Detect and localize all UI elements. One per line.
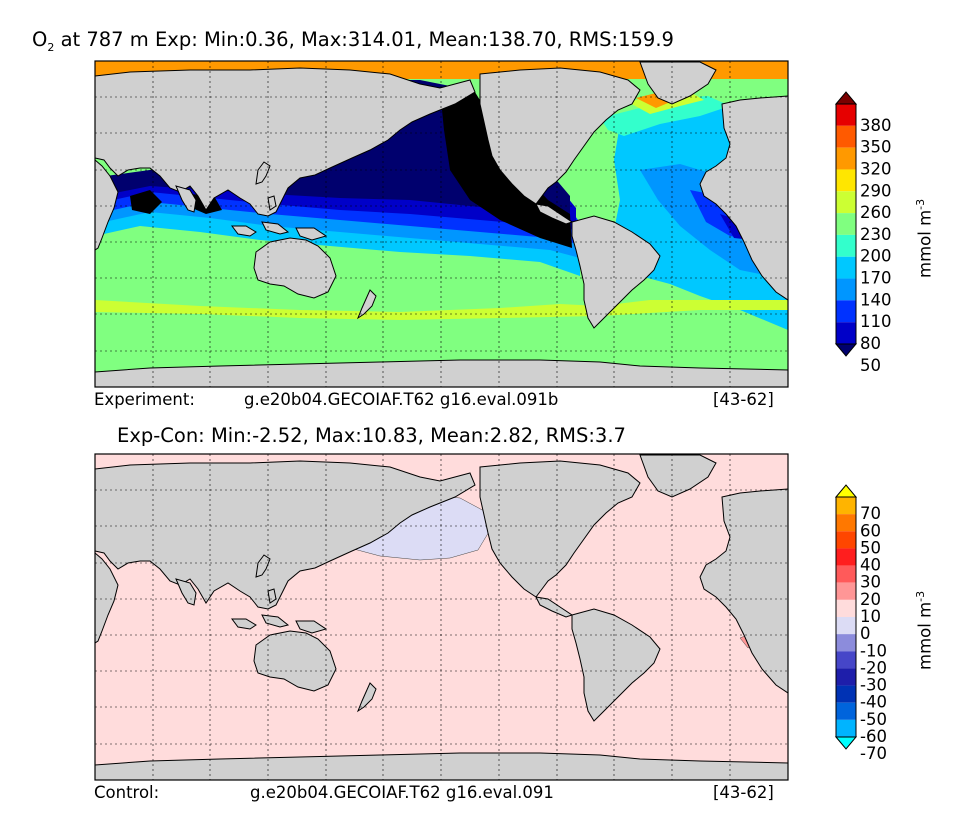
colorbar-o2-tick-label: 170 [860, 269, 892, 288]
colorbar-diff-band [836, 599, 856, 617]
panel2-map [95, 454, 788, 780]
colorbar-diff-band [836, 685, 856, 703]
colorbar-diff-tick-label: 40 [860, 556, 881, 575]
colorbar-o2-band [836, 300, 856, 323]
colorbar-o2-tick-label: 350 [860, 138, 892, 157]
colorbar-diff-tick-label: -70 [860, 744, 887, 763]
colorbar-diff-band [836, 634, 856, 652]
colorbar-o2-band [836, 256, 856, 279]
panel2-title: Exp-Con: Min:-2.52, Max:10.83, Mean:2.82… [117, 424, 626, 447]
colorbar-o2-band [836, 278, 856, 301]
colorbar-diff-tick-label: 0 [860, 624, 871, 643]
colorbar-diff-band [836, 497, 856, 515]
colorbar-o2-tick-label: 290 [860, 181, 892, 200]
colorbar-diff-tick-label: -60 [860, 727, 887, 746]
title-rest: at 787 m Exp: Min:0.36, Max:314.01, Mean… [60, 28, 674, 51]
colorbar-diff-tick-label: -50 [860, 710, 887, 729]
colorbar-diff-tick-label: 20 [860, 590, 881, 609]
colorbar-diff-band [836, 719, 856, 737]
colorbar-o2-band [836, 234, 856, 257]
colorbar-o2-tick-label: 50 [860, 356, 881, 375]
colorbar-o2-band [836, 125, 856, 148]
panel1-map [95, 61, 788, 387]
panel2-footer-case: g.e20b04.GECOIAF.T62 g16.eval.091 [250, 783, 554, 802]
colorbar-diff-frame [835, 496, 857, 738]
colorbar-o2-tick-label: 200 [860, 247, 892, 266]
colorbar-o2-frame [835, 103, 857, 345]
colorbar-diff-tick-label: 30 [860, 573, 881, 592]
panel2-footer-years: [43-62] [713, 783, 774, 802]
colorbar-diff-tick-label: 70 [860, 504, 881, 523]
colorbar-o2-extend-min [834, 343, 858, 357]
colorbar-o2-tick-label: 380 [860, 116, 892, 135]
colorbar-diff-tick-label: -30 [860, 676, 887, 695]
colorbar-diff-tick-label: -20 [860, 658, 887, 677]
colorbar-o2-tick-label: 260 [860, 203, 892, 222]
colorbar-o2-band [836, 147, 856, 170]
colorbar-diff-band [836, 582, 856, 600]
colorbar-o2: 380 350 320 290 260 230 200 170 140 110 80 50 [834, 91, 892, 375]
colorbar-o2-band [836, 322, 856, 344]
panel1-grid [95, 61, 788, 387]
colorbar-o2-tick-label: 140 [860, 290, 892, 309]
panel1-title: O2 at 787 m Exp: Min:0.36, Max:314.01, M… [32, 28, 674, 54]
panel2-frame [94, 453, 789, 781]
colorbar-diff-band [836, 651, 856, 669]
colorbar-diff-band [836, 514, 856, 532]
colorbar-diff-band [836, 702, 856, 720]
colorbar-o2-band [836, 213, 856, 235]
colorbar-diff-tick-label: -40 [860, 693, 887, 712]
colorbar-diff-tick-label: -10 [860, 641, 887, 660]
colorbar-diff-band [836, 617, 856, 635]
colorbar-diff-tick-label: 10 [860, 607, 881, 626]
colorbar-o2-band [836, 191, 856, 214]
panel2-grid [95, 454, 788, 780]
panel1-footer-case: g.e20b04.GECOIAF.T62 g16.eval.091b [244, 390, 559, 409]
colorbar-diff-extend-min [834, 736, 858, 750]
panel2-footer-label: Control: [94, 783, 160, 802]
title-var: O [32, 28, 48, 51]
colorbar-diff-band [836, 548, 856, 566]
colorbar-o2-extend-max [834, 91, 858, 105]
colorbar-o2-band [836, 169, 856, 192]
panel1-footer-label: Experiment: [94, 390, 195, 409]
colorbar-o2-tick-label: 110 [860, 312, 892, 331]
colorbar-diff-band [836, 531, 856, 549]
panel1-frame [94, 60, 789, 388]
colorbar-o2-tick-label: 320 [860, 159, 892, 178]
panel1-footer-years: [43-62] [713, 390, 774, 409]
colorbar-diff-extend-max [834, 484, 858, 498]
colorbar-diff-tick-label: 50 [860, 538, 881, 557]
colorbar-diff-band [836, 668, 856, 686]
colorbar-o2-band [836, 104, 856, 126]
colorbar-diff-band [836, 565, 856, 583]
colorbar-o2-tick-label: 80 [860, 334, 881, 353]
colorbar-diff-tick-label: 60 [860, 521, 881, 540]
colorbar-o2-tick-label: 230 [860, 225, 892, 244]
title-var-sub: 2 [47, 40, 55, 54]
